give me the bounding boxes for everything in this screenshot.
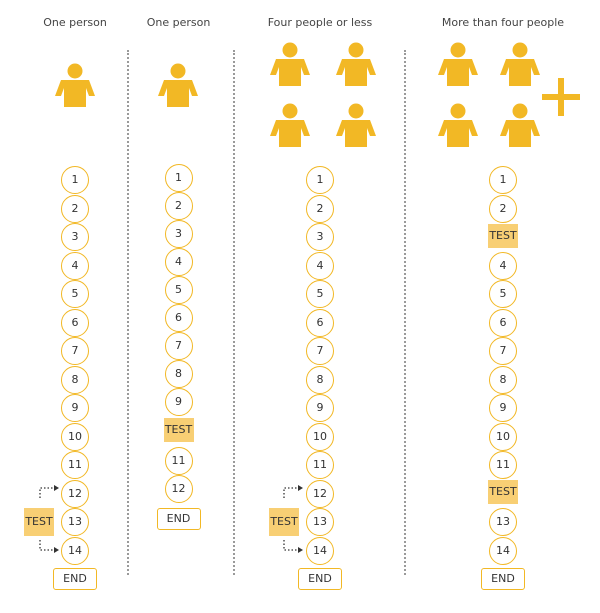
step-circle: 5: [306, 280, 334, 308]
step-circle: 5: [489, 280, 517, 308]
step-circle: 8: [61, 365, 89, 394]
person-icon: [270, 103, 310, 147]
step-circle: 8: [306, 365, 334, 394]
person-icon: [270, 42, 310, 86]
step-circle: 14: [489, 536, 517, 565]
step-circle: 1: [489, 166, 517, 194]
dotted-arrow-icon: [39, 485, 59, 498]
people-group: [0, 0, 150, 150]
person-icon: [438, 103, 478, 147]
column-divider: [127, 50, 129, 575]
end-box: END: [53, 568, 97, 590]
step-circle: 4: [306, 251, 334, 280]
column-one-person-b: One person 1 2 3 4 5 6 7 8 9 TEST 11 12 …: [110, 0, 247, 613]
step-circle: 13: [489, 508, 517, 536]
step-circle: 7: [306, 337, 334, 365]
end-box: END: [298, 568, 342, 590]
step-circle: 13: [306, 508, 334, 536]
person-icon: [500, 42, 540, 86]
column-divider: [404, 50, 406, 575]
step-circle: 7: [164, 332, 193, 360]
step-circle: 1: [164, 164, 193, 192]
step-circle: 2: [489, 194, 517, 223]
people-group: [110, 0, 247, 150]
column-heading: One person: [146, 16, 211, 29]
step-circle: 3: [164, 220, 193, 248]
step-circle: 3: [306, 223, 334, 251]
person-icon: [158, 63, 198, 107]
step-circle: 9: [61, 394, 89, 422]
step-circle: 2: [306, 194, 334, 223]
people-group: [234, 0, 406, 150]
step-circle: 9: [489, 394, 517, 422]
step-circle: 9: [164, 388, 193, 416]
person-icon: [438, 42, 478, 86]
step-circle: 5: [61, 280, 89, 308]
column-heading: Four people or less: [267, 16, 373, 29]
step-circle: 11: [306, 451, 334, 479]
step-circle: 10: [306, 422, 334, 451]
dotted-arrow-icon: [39, 540, 59, 553]
step-circle: 6: [489, 308, 517, 337]
column-four-or-less: Four people or less 1 2 3 4 5 6 7 8 9 10…: [234, 0, 406, 613]
step-circle: 3: [61, 223, 89, 251]
step-circle: 6: [164, 304, 193, 332]
step-circle: 12: [61, 479, 89, 508]
dotted-arrow-icon: [283, 540, 303, 553]
step-circle: 10: [489, 422, 517, 451]
test-box: TEST: [488, 224, 518, 248]
step-circle: 1: [306, 166, 334, 194]
end-box: END: [481, 568, 525, 590]
column-heading: More than four people: [441, 16, 565, 29]
dotted-arrow-icon: [283, 485, 303, 498]
person-icon: [336, 103, 376, 147]
step-circle: 10: [61, 422, 89, 451]
step-circle: 13: [61, 508, 89, 536]
step-circle: 2: [61, 194, 89, 223]
person-icon: [336, 42, 376, 86]
person-icon: [500, 103, 540, 147]
step-circle: 4: [164, 248, 193, 276]
step-circle: 6: [61, 308, 89, 337]
side-test-box: TEST: [24, 508, 54, 536]
column-heading: One person: [43, 16, 107, 29]
column-divider: [233, 50, 235, 575]
step-circle: 7: [489, 337, 517, 365]
step-circle: 14: [61, 536, 89, 565]
test-box: TEST: [163, 418, 194, 442]
step-circle: 11: [164, 447, 193, 475]
step-circle: 6: [306, 308, 334, 337]
end-box: END: [156, 508, 201, 530]
step-circle: 12: [306, 479, 334, 508]
step-circle: 2: [164, 192, 193, 220]
plus-icon: [542, 78, 580, 116]
step-circle: 1: [61, 166, 89, 194]
side-test-box: TEST: [269, 508, 299, 536]
step-circle: 11: [61, 451, 89, 479]
step-circle: 11: [489, 451, 517, 479]
person-icon: [55, 63, 95, 107]
column-more-than-four: More than four people 1 2 TEST 4 5 6 7: [406, 0, 600, 613]
column-one-person-a: One person 1 2 3 4 5 6 7 8 9 10 11 12 13…: [0, 0, 150, 613]
step-circle: 4: [489, 251, 517, 280]
step-circle: 14: [306, 536, 334, 565]
step-circle: 8: [489, 365, 517, 394]
step-circle: 9: [306, 394, 334, 422]
step-circle: 12: [164, 475, 193, 503]
step-circle: 5: [164, 276, 193, 304]
step-circle: 4: [61, 251, 89, 280]
step-circle: 8: [164, 360, 193, 388]
step-circle: 7: [61, 337, 89, 365]
test-box: TEST: [488, 480, 518, 504]
people-group: [406, 0, 600, 150]
